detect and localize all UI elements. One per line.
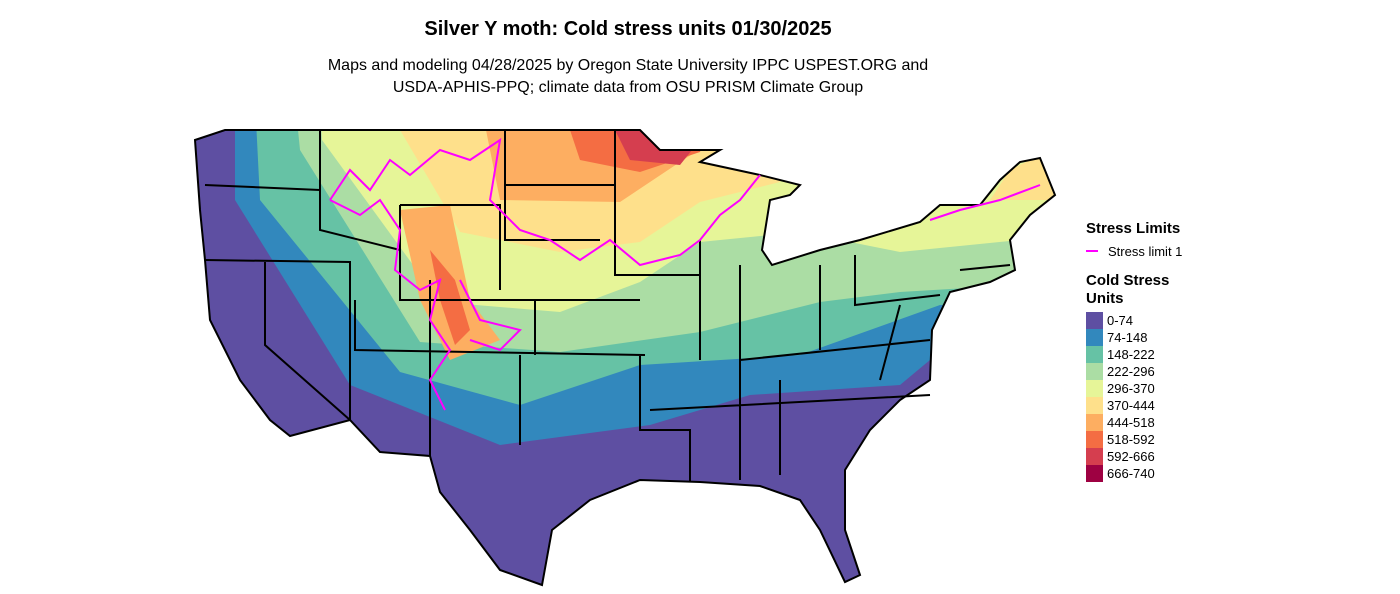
legend-swatch — [1086, 465, 1103, 482]
stress-limit-contour — [329, 137, 1041, 411]
legend-title: Stress Limits — [1086, 220, 1181, 237]
zone — [430, 250, 470, 345]
legend-item: 296-370 — [1086, 380, 1206, 397]
legend-item: 0-74 — [1086, 312, 1206, 329]
legend-title: Cold Stress Units — [1086, 272, 1170, 307]
zone — [990, 150, 1055, 200]
legend-swatch — [1086, 414, 1103, 431]
legend-label: 592-666 — [1107, 449, 1155, 464]
legend-swatch — [1086, 380, 1103, 397]
legend-swatch — [1086, 448, 1103, 465]
legend: Stress Limits Stress limit 1 Cold Stress… — [1086, 220, 1206, 482]
legend-item: 518-592 — [1086, 431, 1206, 448]
legend-item: 370-444 — [1086, 397, 1206, 414]
legend-swatch — [1086, 346, 1103, 363]
legend-item: 444-518 — [1086, 414, 1206, 431]
legend-label: 666-740 — [1107, 466, 1155, 481]
legend-item: 222-296 — [1086, 363, 1206, 380]
legend-label: 296-370 — [1107, 381, 1155, 396]
legend-label: 222-296 — [1107, 364, 1155, 379]
legend-label: 518-592 — [1107, 432, 1155, 447]
legend-item: Stress limit 1 — [1086, 242, 1206, 260]
us-map — [193, 129, 1057, 587]
legend-swatch — [1086, 397, 1103, 414]
legend-swatch — [1086, 431, 1103, 448]
map-title: Silver Y moth: Cold stress units 01/30/2… — [424, 18, 832, 40]
legend-swatch — [1086, 329, 1103, 346]
legend-label: 74-148 — [1107, 330, 1148, 345]
legend-label: 0-74 — [1107, 313, 1134, 328]
legend-label: 444-518 — [1107, 415, 1155, 430]
subtitle-line: USDA-APHIS-PPQ; climate data from OSU PR… — [392, 79, 864, 96]
classes-list: 0-74 74-148 148-222 222-296 296-370 370-444 44… — [1086, 312, 1206, 482]
legend-item: 592-666 — [1086, 448, 1206, 465]
map-subtitle: Maps and modeling 04/28/2025 by Oregon S… — [0, 55, 1256, 99]
legend-label: Stress limit 1 — [1108, 243, 1183, 259]
legend-label: 370-444 — [1107, 398, 1155, 413]
legend-item: 74-148 — [1086, 329, 1206, 346]
legend-item: 666-740 — [1086, 465, 1206, 482]
legend-swatch — [1086, 363, 1103, 380]
legend-line — [1086, 250, 1098, 252]
legend-item: 148-222 — [1086, 346, 1206, 363]
state-borders — [193, 129, 1057, 587]
subtitle-line: Maps and modeling 04/28/2025 by Oregon S… — [327, 57, 929, 74]
legend-swatch — [1086, 312, 1103, 329]
limits-list: Stress limit 1 — [1086, 242, 1206, 260]
legend-label: 148-222 — [1107, 347, 1155, 362]
